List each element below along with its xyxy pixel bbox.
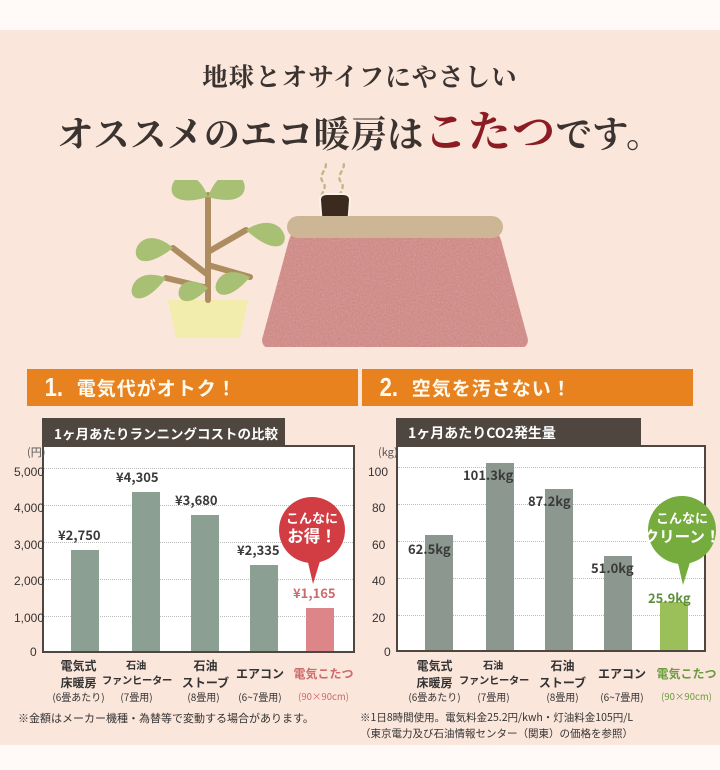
svg-text:クリーン！: クリーン！ — [644, 525, 720, 547]
svg-text:お得！: お得！ — [287, 523, 337, 547]
